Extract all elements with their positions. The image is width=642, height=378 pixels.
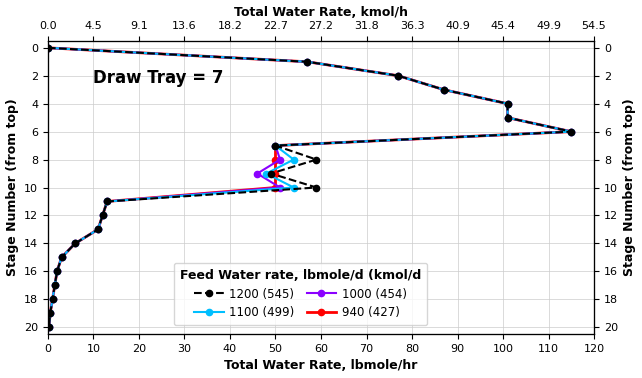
Legend: 1200 (545), 1100 (499), 1000 (454), 940 (427): 1200 (545), 1100 (499), 1000 (454), 940 … [174,263,427,325]
Text: Draw Tray = 7: Draw Tray = 7 [94,69,224,87]
X-axis label: Total Water Rate, lbmole/hr: Total Water Rate, lbmole/hr [224,359,418,372]
X-axis label: Total Water Rate, kmol/h: Total Water Rate, kmol/h [234,6,408,19]
Y-axis label: Stage Number (from top): Stage Number (from top) [6,99,19,276]
Y-axis label: Stage Number (from top): Stage Number (from top) [623,99,636,276]
